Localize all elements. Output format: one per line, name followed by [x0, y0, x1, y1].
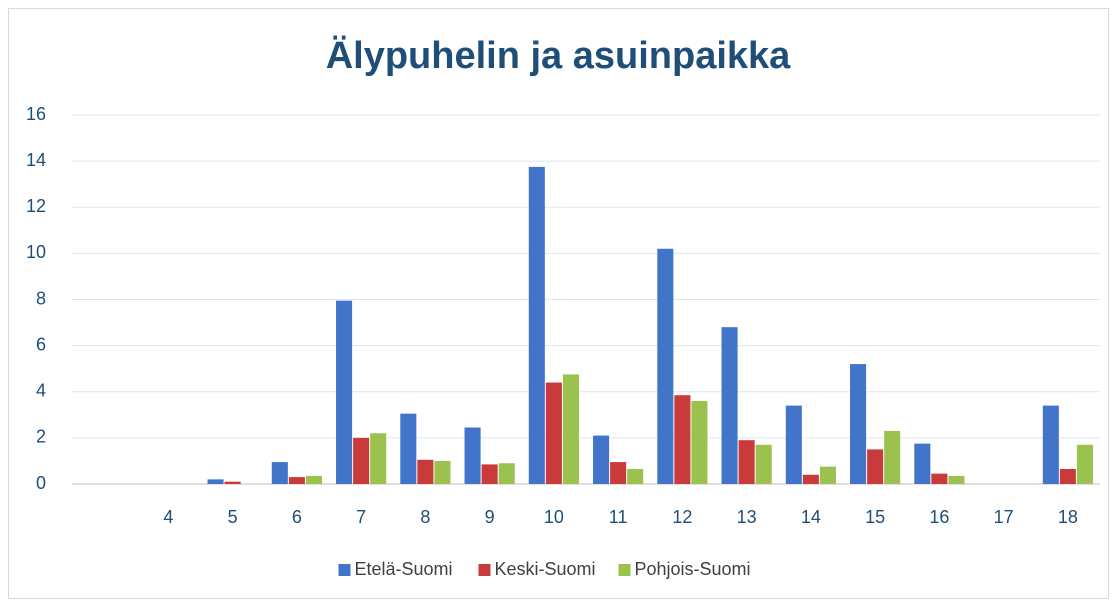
bar: [305, 475, 322, 484]
y-tick-label: 12: [26, 196, 46, 216]
bar: [738, 440, 755, 484]
bar: [370, 433, 387, 484]
x-tick-label: 13: [737, 507, 757, 527]
y-tick-label: 2: [36, 427, 46, 447]
bar: [819, 466, 836, 484]
bar: [802, 474, 819, 484]
bar: [271, 462, 288, 484]
bar: [884, 430, 901, 484]
x-tick-label: 11: [609, 507, 628, 527]
bar: [785, 405, 802, 484]
bar: [948, 475, 965, 484]
y-tick-label: 4: [36, 381, 46, 401]
x-tick-label: 9: [485, 507, 495, 527]
chart-title: Älypuhelin ja asuinpaikka: [326, 34, 791, 77]
y-tick-label: 10: [26, 242, 46, 262]
bar: [1076, 444, 1093, 484]
y-tick-label: 16: [26, 104, 46, 124]
bar: [657, 248, 674, 484]
x-tick-label: 10: [544, 507, 564, 527]
y-tick-label: 14: [26, 150, 46, 170]
x-tick-label: 12: [672, 507, 692, 527]
bar: [721, 327, 738, 484]
bar: [288, 477, 305, 484]
bar: [353, 437, 370, 484]
y-tick-label: 6: [36, 334, 46, 354]
legend-swatch: [478, 564, 491, 576]
legend-label: Etelä-Suomi: [355, 559, 453, 579]
bar: [224, 481, 241, 484]
bar: [627, 469, 644, 484]
bar: [336, 300, 353, 484]
bar: [464, 427, 481, 484]
bar: [674, 395, 691, 484]
x-tick-label: 14: [801, 507, 821, 527]
bar: [867, 449, 884, 484]
bar: [545, 382, 562, 484]
legend-swatch: [618, 564, 631, 576]
x-tick-label: 18: [1058, 507, 1078, 527]
bar: [528, 166, 545, 484]
x-tick-label: 6: [292, 507, 302, 527]
bar: [691, 400, 708, 484]
bar: [207, 479, 224, 484]
bar: [481, 464, 498, 484]
legend-label: Pohjois-Suomi: [635, 559, 751, 579]
bar: [417, 459, 434, 484]
bar: [914, 443, 931, 484]
bar: [610, 462, 627, 484]
bar: [1059, 469, 1076, 484]
x-tick-label: 4: [163, 507, 173, 527]
x-tick-label: 8: [420, 507, 430, 527]
bar: [562, 374, 579, 484]
chart-frame: [8, 8, 1109, 599]
legend-label: Keski-Suomi: [495, 559, 596, 579]
bar: [850, 364, 867, 484]
y-tick-label: 0: [36, 473, 46, 493]
bar: [400, 413, 417, 484]
x-tick-label: 15: [865, 507, 885, 527]
legend-swatch: [338, 564, 351, 576]
y-tick-label: 8: [36, 288, 46, 308]
bar: [1042, 405, 1059, 484]
x-tick-label: 17: [994, 507, 1014, 527]
bar: [434, 460, 451, 484]
x-tick-label: 5: [228, 507, 238, 527]
bar: [931, 473, 948, 484]
bar: [593, 435, 610, 484]
x-tick-label: 16: [929, 507, 949, 527]
bar: [498, 463, 515, 484]
bar: [755, 444, 772, 484]
x-tick-label: 7: [356, 507, 366, 527]
